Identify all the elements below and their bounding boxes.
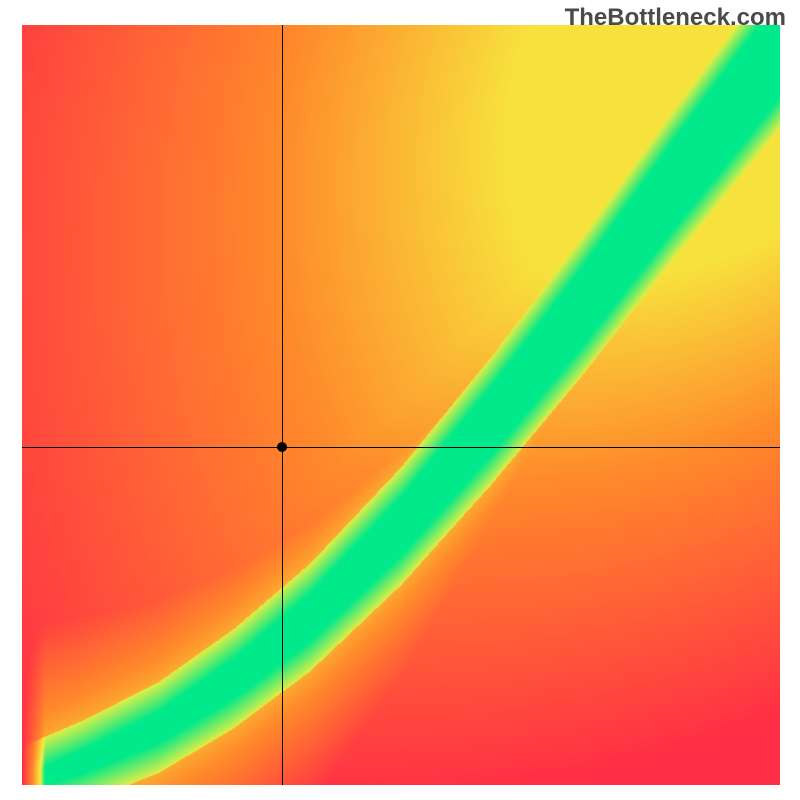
figure-container: TheBottleneck.com xyxy=(0,0,800,800)
heatmap-canvas xyxy=(22,25,780,785)
crosshair-horizontal xyxy=(22,447,780,448)
crosshair-marker xyxy=(277,442,287,452)
watermark-text: TheBottleneck.com xyxy=(565,4,786,32)
plot-area xyxy=(22,25,780,785)
crosshair-vertical xyxy=(282,25,283,785)
